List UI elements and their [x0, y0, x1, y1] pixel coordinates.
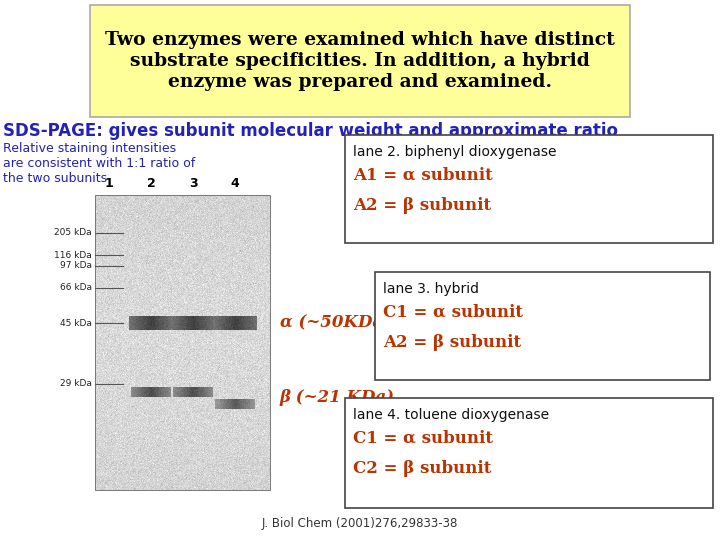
Text: 4: 4 [230, 177, 239, 190]
Bar [345, 135, 713, 243]
Text: lane 4. toluene dioxygenase: lane 4. toluene dioxygenase [353, 408, 549, 422]
Bar [345, 398, 713, 508]
Text: lane 2. biphenyl dioxygenase: lane 2. biphenyl dioxygenase [353, 145, 557, 159]
Bar [375, 272, 710, 380]
Text: C1 = α subunit: C1 = α subunit [383, 304, 523, 321]
Text: 3: 3 [189, 177, 197, 190]
Text: A2 = β subunit: A2 = β subunit [383, 334, 521, 351]
Text: 97 kDa: 97 kDa [60, 261, 92, 271]
Text: 66 kDa: 66 kDa [60, 284, 92, 293]
Text: 1: 1 [104, 177, 113, 190]
Text: J. Biol Chem (2001)276,29833-38: J. Biol Chem (2001)276,29833-38 [262, 517, 458, 530]
Text: 2: 2 [147, 177, 156, 190]
Text: lane 3. hybrid: lane 3. hybrid [383, 282, 479, 296]
Text: A1 = α subunit: A1 = α subunit [353, 167, 492, 184]
Text: C2 = β subunit: C2 = β subunit [353, 460, 491, 477]
Text: Relative staining intensities
are consistent with 1:1 ratio of
the two subunits: Relative staining intensities are consis… [3, 142, 195, 185]
Text: Two enzymes were examined which have distinct
substrate specificities. In additi: Two enzymes were examined which have dis… [105, 31, 615, 91]
Text: A2 = β subunit: A2 = β subunit [353, 197, 491, 214]
Text: SDS-PAGE: gives subunit molecular weight and approximate ratio: SDS-PAGE: gives subunit molecular weight… [3, 122, 618, 140]
Text: 29 kDa: 29 kDa [60, 379, 92, 388]
Bar [95, 195, 270, 490]
Text: α (~50KDa): α (~50KDa) [280, 315, 391, 332]
Text: C1 = α subunit: C1 = α subunit [353, 430, 493, 447]
Text: 45 kDa: 45 kDa [60, 319, 92, 328]
Text: 205 kDa: 205 kDa [55, 228, 92, 237]
Text: 116 kDa: 116 kDa [54, 251, 92, 260]
Text: β (~21 KDa): β (~21 KDa) [280, 389, 395, 407]
Bar [90, 5, 630, 117]
